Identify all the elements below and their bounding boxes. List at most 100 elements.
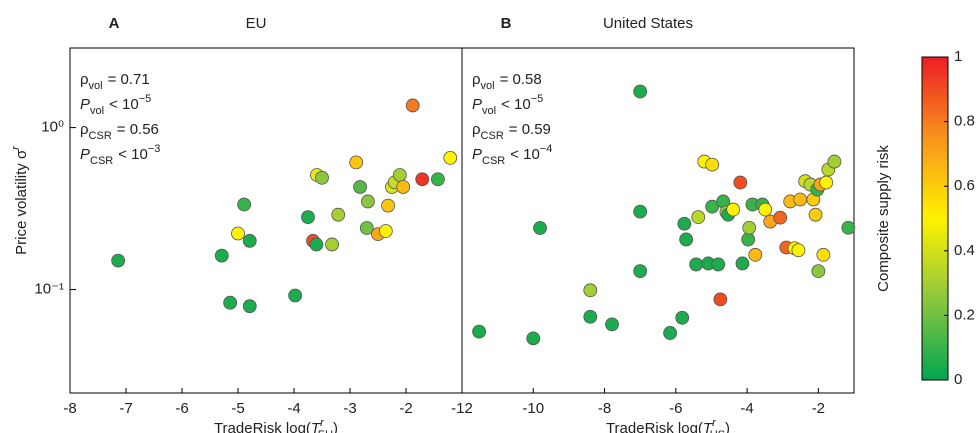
colorbar-label: Composite supply risk [875, 145, 892, 292]
panel-title: EU [246, 15, 267, 32]
point [811, 264, 826, 279]
point [415, 172, 430, 187]
point [705, 199, 720, 214]
point [773, 210, 788, 225]
point [841, 220, 856, 235]
text-part: CSR [89, 130, 112, 142]
point [533, 221, 547, 235]
text-part: < 10 [510, 146, 540, 163]
point [237, 197, 252, 212]
text-part: r [10, 145, 22, 150]
colorbar-tick-label: 0.2 [954, 306, 975, 323]
point [111, 253, 126, 268]
y-tick-label: 10⁻¹ [34, 281, 64, 298]
text-part: T [311, 420, 322, 433]
annotation: PCSR < 10−4 [472, 143, 552, 167]
point [472, 324, 487, 339]
x-tick-label: -10 [522, 400, 544, 417]
point [689, 257, 704, 272]
point [733, 175, 748, 190]
point [791, 243, 806, 258]
text-part: P [472, 96, 482, 113]
text-part: P [80, 96, 90, 113]
text-part: −3 [148, 143, 161, 155]
point [742, 220, 757, 235]
point [726, 202, 741, 217]
text-part: ρ [472, 71, 481, 88]
point [793, 192, 808, 207]
y-tick-label: 10⁰ [41, 119, 64, 136]
point [713, 292, 728, 307]
point [242, 233, 257, 248]
text-part: P [80, 146, 90, 163]
text-part: ρ [472, 121, 481, 138]
x-tick-label: -7 [119, 400, 132, 417]
x-tick-label: -4 [287, 400, 300, 417]
colorbar-tick-label: 0.4 [954, 242, 975, 259]
x-axis-label: TradeRisk log(TrEU) [214, 417, 338, 433]
point [633, 204, 648, 219]
text-part: TradeRisk log( [606, 420, 703, 433]
point [349, 155, 364, 170]
point [331, 207, 346, 222]
text-part: TradeRisk log( [214, 420, 311, 433]
text-part: ) [333, 420, 338, 433]
x-tick-label: -2 [399, 400, 412, 417]
text-part: vol [90, 105, 104, 117]
point [301, 210, 315, 225]
point [583, 309, 598, 324]
text-part: vol [481, 80, 495, 92]
text-part: vol [89, 80, 103, 92]
text-part: = 0.56 [117, 121, 159, 138]
point [381, 198, 395, 213]
x-axis-label: TradeRisk log(TrUS) [606, 417, 730, 433]
annotation: ρvol = 0.58 [472, 71, 542, 92]
y-axis-label: Price volatility σr [10, 145, 30, 255]
point [378, 224, 393, 238]
annotation: PCSR < 10−3 [80, 143, 160, 167]
colorbar-tick-label: 1 [954, 48, 962, 65]
point [309, 237, 324, 252]
colorbar-tick-label: 0 [954, 371, 962, 388]
text-part: ρ [80, 121, 89, 138]
annotation: Pvol < 10−5 [80, 93, 151, 117]
panel-letter: A [109, 15, 120, 32]
point [288, 288, 303, 303]
colorbar-tick-label: 0.8 [954, 113, 975, 130]
point [663, 326, 678, 340]
point [741, 232, 756, 247]
x-tick-label: -5 [231, 400, 244, 417]
colorbar [921, 56, 949, 381]
text-part: CSR [482, 155, 505, 167]
text-part: −4 [540, 143, 553, 155]
point [679, 232, 694, 247]
point [242, 299, 257, 314]
text-part: ) [725, 420, 730, 433]
point [443, 151, 458, 165]
panel-title: United States [603, 15, 693, 32]
point [359, 221, 374, 235]
text-part: −5 [531, 93, 544, 105]
text-part: P [472, 146, 482, 163]
point [405, 98, 420, 113]
point [396, 180, 411, 194]
point [677, 216, 692, 231]
x-tick-label: -4 [740, 400, 753, 417]
text-part: ρ [80, 71, 89, 88]
point [605, 317, 619, 332]
plot-area [461, 47, 855, 394]
text-part: −5 [139, 93, 152, 105]
text-part: < 10 [118, 146, 148, 163]
point [827, 154, 842, 169]
text-part: = 0.59 [509, 121, 551, 138]
point [633, 264, 648, 279]
x-tick-label: -8 [63, 400, 76, 417]
x-tick-label: -6 [175, 400, 188, 417]
annotation: Pvol < 10−5 [472, 93, 543, 117]
point [223, 295, 238, 310]
point [675, 310, 690, 325]
point [816, 247, 831, 262]
point [705, 157, 720, 172]
text-part: Price volatility σ [13, 149, 30, 255]
